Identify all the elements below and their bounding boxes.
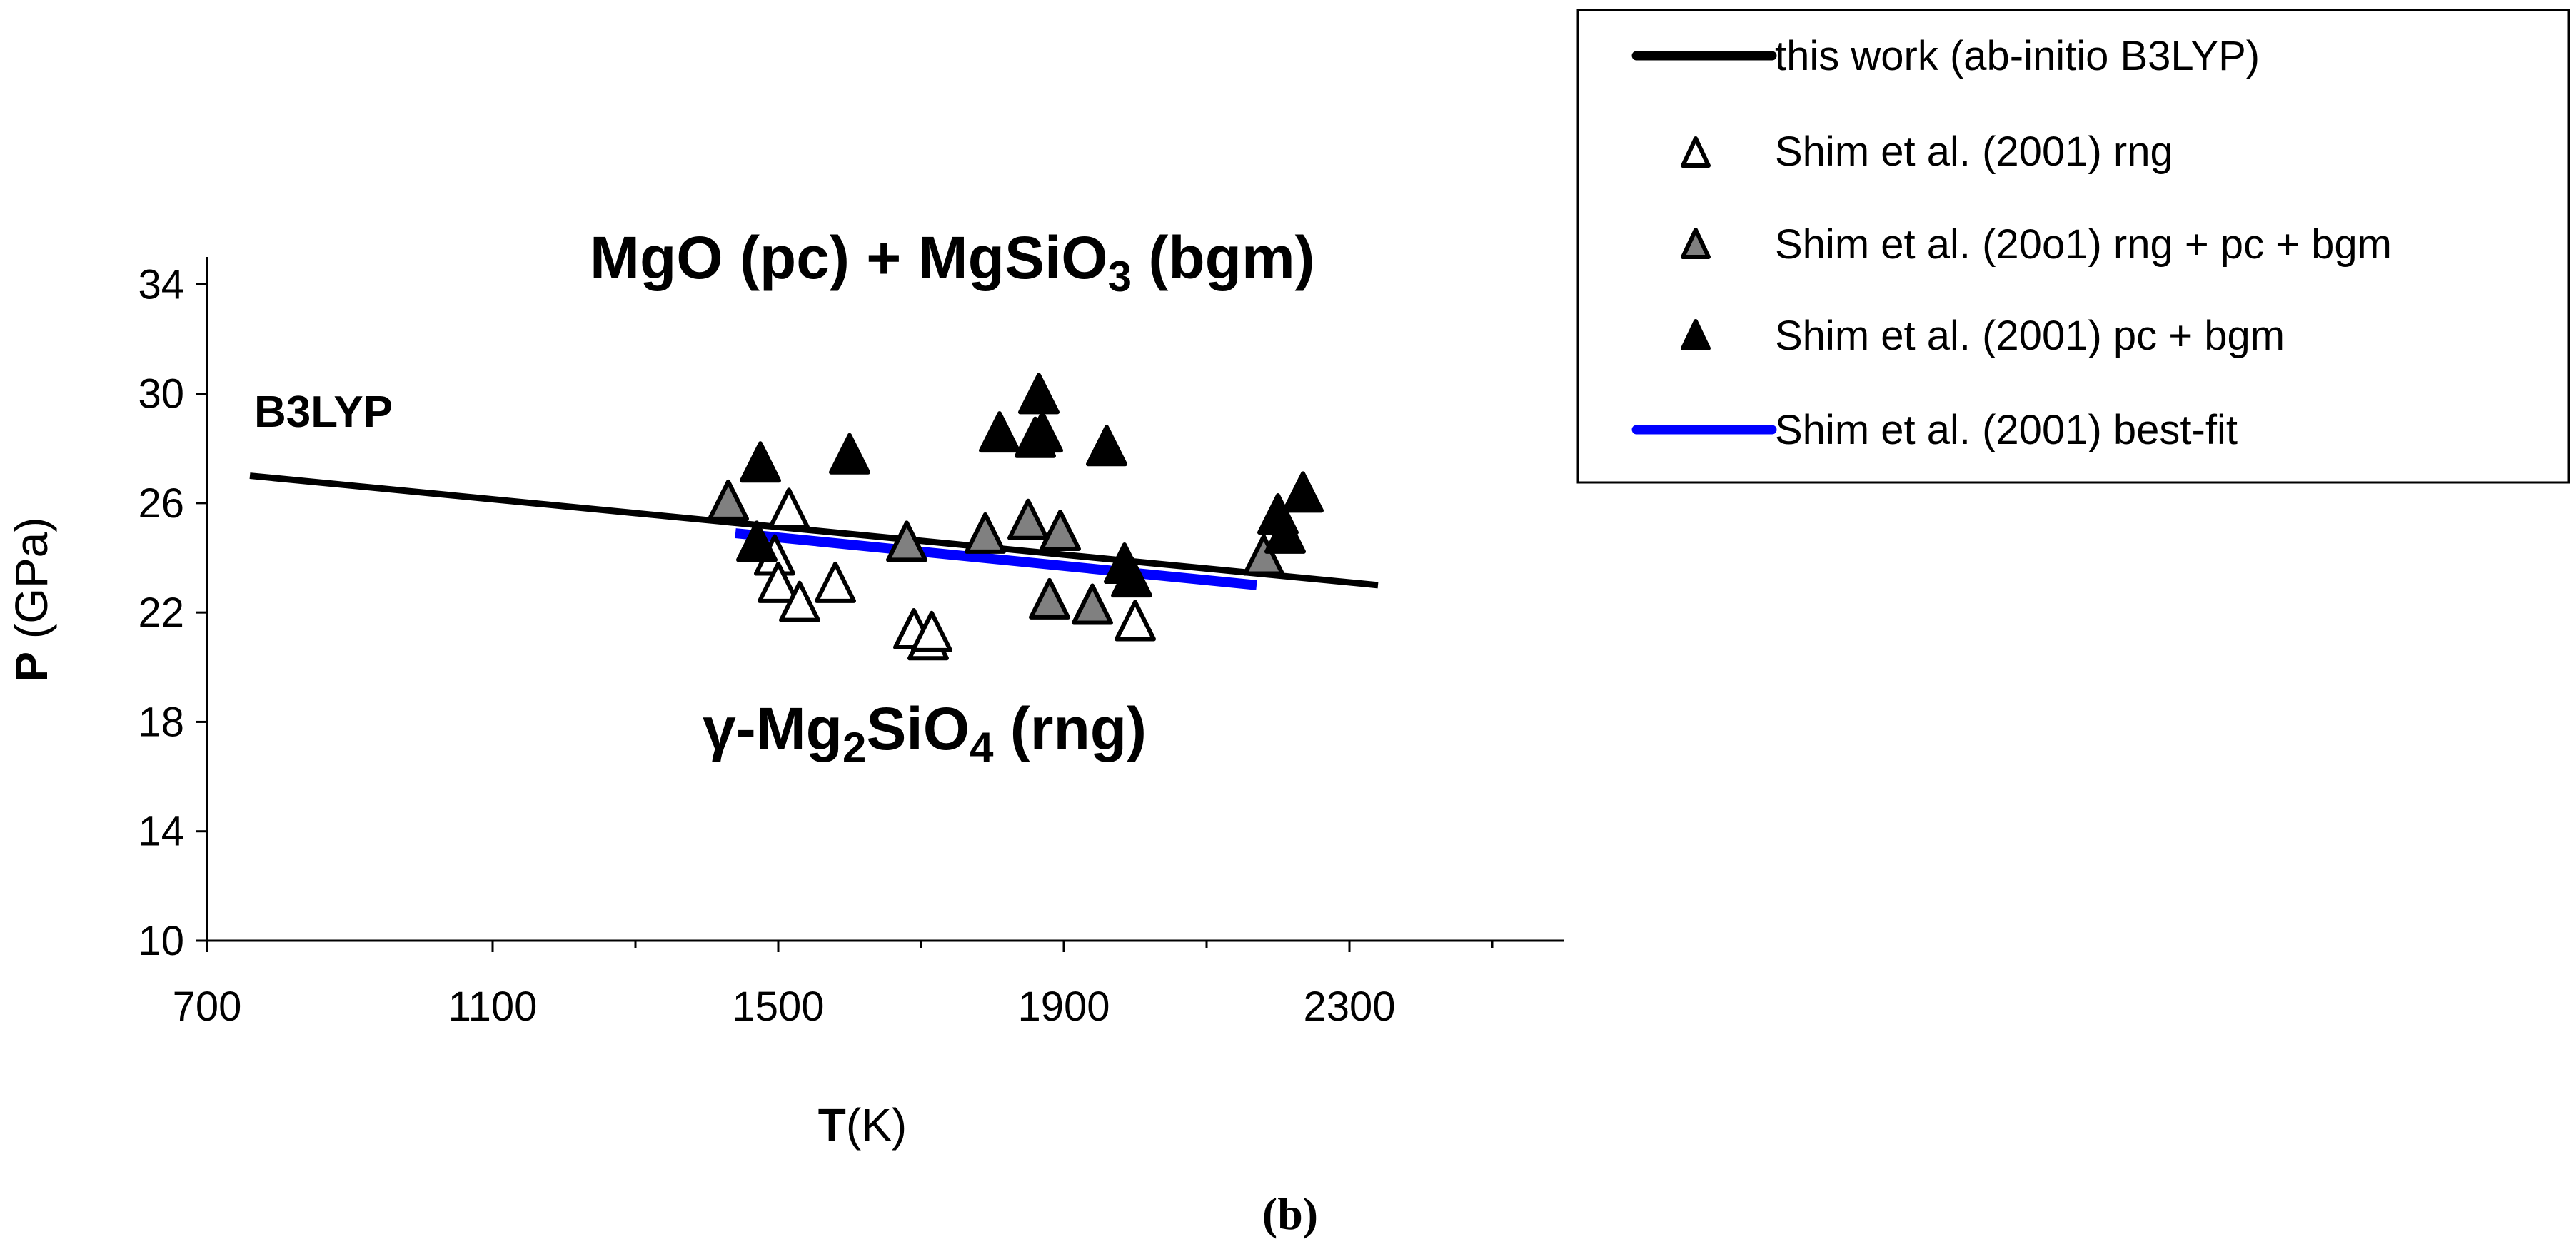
marker-pc-bgm xyxy=(1018,373,1060,415)
series-lines xyxy=(249,472,1379,590)
x-tick-label: 1500 xyxy=(732,983,824,1030)
marker-rng xyxy=(779,580,820,622)
y-tick-label: 14 xyxy=(138,809,184,855)
y-tick-label: 34 xyxy=(138,261,184,308)
annotation-lower-phase: γ-Mg2SiO4 (rng) xyxy=(703,695,1147,772)
marker-pc-bgm xyxy=(1264,512,1306,554)
series-line-best-fit xyxy=(735,528,1257,590)
lower-phase-text-2: SiO xyxy=(866,695,970,762)
y-axis-ticks: 10 14 18 22 26 30 34 xyxy=(138,261,207,964)
marker-rng xyxy=(911,610,952,652)
series-line-this-work xyxy=(249,472,1379,589)
annotation-upper-phase: MgO (pc) + MgSiO3 (bgm) xyxy=(590,224,1315,300)
x-axis-title-bold: T xyxy=(818,1099,846,1151)
lower-phase-subscript-1: 2 xyxy=(842,724,866,772)
x-axis-title-unit: (K) xyxy=(846,1099,907,1151)
lower-phase-subscript-2: 4 xyxy=(970,724,994,772)
legend-label-rng: Shim et al. (2001) rng xyxy=(1775,128,2173,175)
marker-rng-pc-bgm xyxy=(1040,510,1081,552)
marker-pc-bgm xyxy=(1086,425,1127,467)
y-tick-label: 18 xyxy=(138,699,184,745)
marker-rng-pc-bgm xyxy=(886,520,927,562)
marker-pc-bgm xyxy=(740,441,781,483)
x-axis-title: T(K) xyxy=(818,1099,907,1151)
y-tick-label: 26 xyxy=(138,480,184,527)
series-markers xyxy=(708,373,1324,661)
marker-pc-bgm xyxy=(829,433,870,475)
marker-rng xyxy=(768,487,810,530)
marker-pc-bgm xyxy=(736,520,778,562)
marker-rng-pc-bgm xyxy=(708,479,749,521)
legend-label-this-work: this work (ab-initio B3LYP) xyxy=(1775,33,2260,79)
marker-pc-bgm xyxy=(1111,556,1152,598)
x-tick-label: 700 xyxy=(173,983,242,1030)
marker-rng-pc-bgm xyxy=(1007,498,1049,540)
x-axis-ticks: 700 1100 1500 1900 2300 xyxy=(173,941,1494,1030)
x-tick-label: 1900 xyxy=(1017,983,1110,1030)
legend: this work (ab-initio B3LYP) Shim et al. … xyxy=(1576,9,2570,484)
y-tick-label: 30 xyxy=(138,371,184,418)
x-tick-label: 1100 xyxy=(448,983,538,1030)
marker-pc-bgm xyxy=(1022,411,1063,453)
lower-phase-text: γ-Mg xyxy=(703,695,842,762)
y-axis-title: P (GPa) xyxy=(6,517,57,682)
upper-phase-subscript: 3 xyxy=(1108,253,1132,300)
legend-marker-pc-bgm xyxy=(1681,319,1711,350)
figure-caption: (b) xyxy=(1262,1188,1318,1239)
legend-label-best-fit: Shim et al. (2001) best-fit xyxy=(1775,407,2238,453)
legend-label-rng-pc-bgm: Shim et al. (20o1) rng + pc + bgm xyxy=(1775,221,2392,268)
upper-phase-text: MgO (pc) + MgSiO xyxy=(590,224,1108,291)
x-tick-label: 2300 xyxy=(1303,983,1395,1030)
marker-rng xyxy=(1115,600,1156,642)
marker-rng xyxy=(815,561,856,603)
legend-marker-rng xyxy=(1681,136,1711,168)
marker-rng xyxy=(758,561,799,603)
y-tick-label: 10 xyxy=(138,918,184,964)
lower-phase-suffix: (rng) xyxy=(993,695,1147,762)
annotation-b3lyp: B3LYP xyxy=(254,388,393,437)
marker-rng-pc-bgm xyxy=(1243,534,1284,576)
y-axis-title-bold: P xyxy=(6,652,57,682)
legend-box xyxy=(1576,9,2570,484)
marker-rng-pc-bgm xyxy=(1029,577,1070,620)
marker-rng-pc-bgm xyxy=(965,512,1006,554)
y-axis-title-unit: (GPa) xyxy=(6,517,57,651)
legend-marker-rng-pc-bgm xyxy=(1681,228,1711,259)
y-tick-label: 22 xyxy=(138,590,184,636)
legend-label-pc-bgm: Shim et al. (2001) pc + bgm xyxy=(1775,313,2285,359)
upper-phase-suffix: (bgm) xyxy=(1132,224,1315,291)
marker-pc-bgm xyxy=(1282,471,1324,513)
marker-rng-pc-bgm xyxy=(1072,583,1113,625)
marker-pc-bgm xyxy=(979,411,1020,453)
